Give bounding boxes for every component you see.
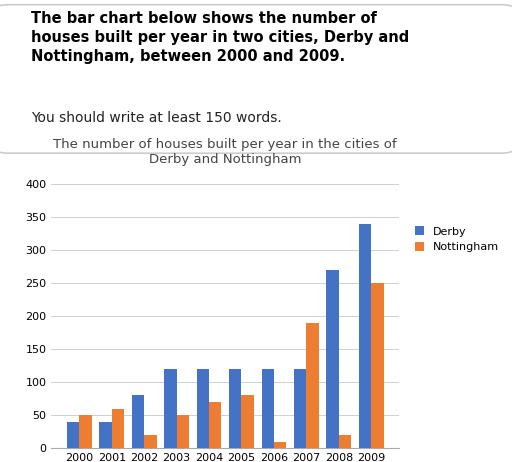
Bar (132, 395, 144, 448)
Bar (359, 224, 371, 448)
Bar (274, 442, 286, 448)
Bar (79, 415, 92, 448)
Bar (371, 283, 383, 448)
Bar (339, 435, 351, 448)
Bar (242, 395, 254, 448)
Bar (164, 369, 177, 448)
Legend: Derby, Nottingham: Derby, Nottingham (415, 226, 499, 252)
Bar (327, 270, 339, 448)
Bar (294, 369, 306, 448)
Bar (144, 435, 157, 448)
Bar (99, 422, 112, 448)
FancyBboxPatch shape (0, 5, 512, 153)
Bar (67, 422, 79, 448)
Bar (112, 408, 124, 448)
Text: You should write at least 150 words.: You should write at least 150 words. (31, 111, 282, 126)
Bar (197, 369, 209, 448)
Text: The bar chart below shows the number of
houses built per year in two cities, Der: The bar chart below shows the number of … (31, 11, 409, 64)
Title: The number of houses built per year in the cities of
Derby and Nottingham: The number of houses built per year in t… (53, 138, 397, 165)
Bar (209, 402, 221, 448)
Bar (306, 323, 318, 448)
Bar (229, 369, 242, 448)
Bar (177, 415, 189, 448)
Bar (262, 369, 274, 448)
